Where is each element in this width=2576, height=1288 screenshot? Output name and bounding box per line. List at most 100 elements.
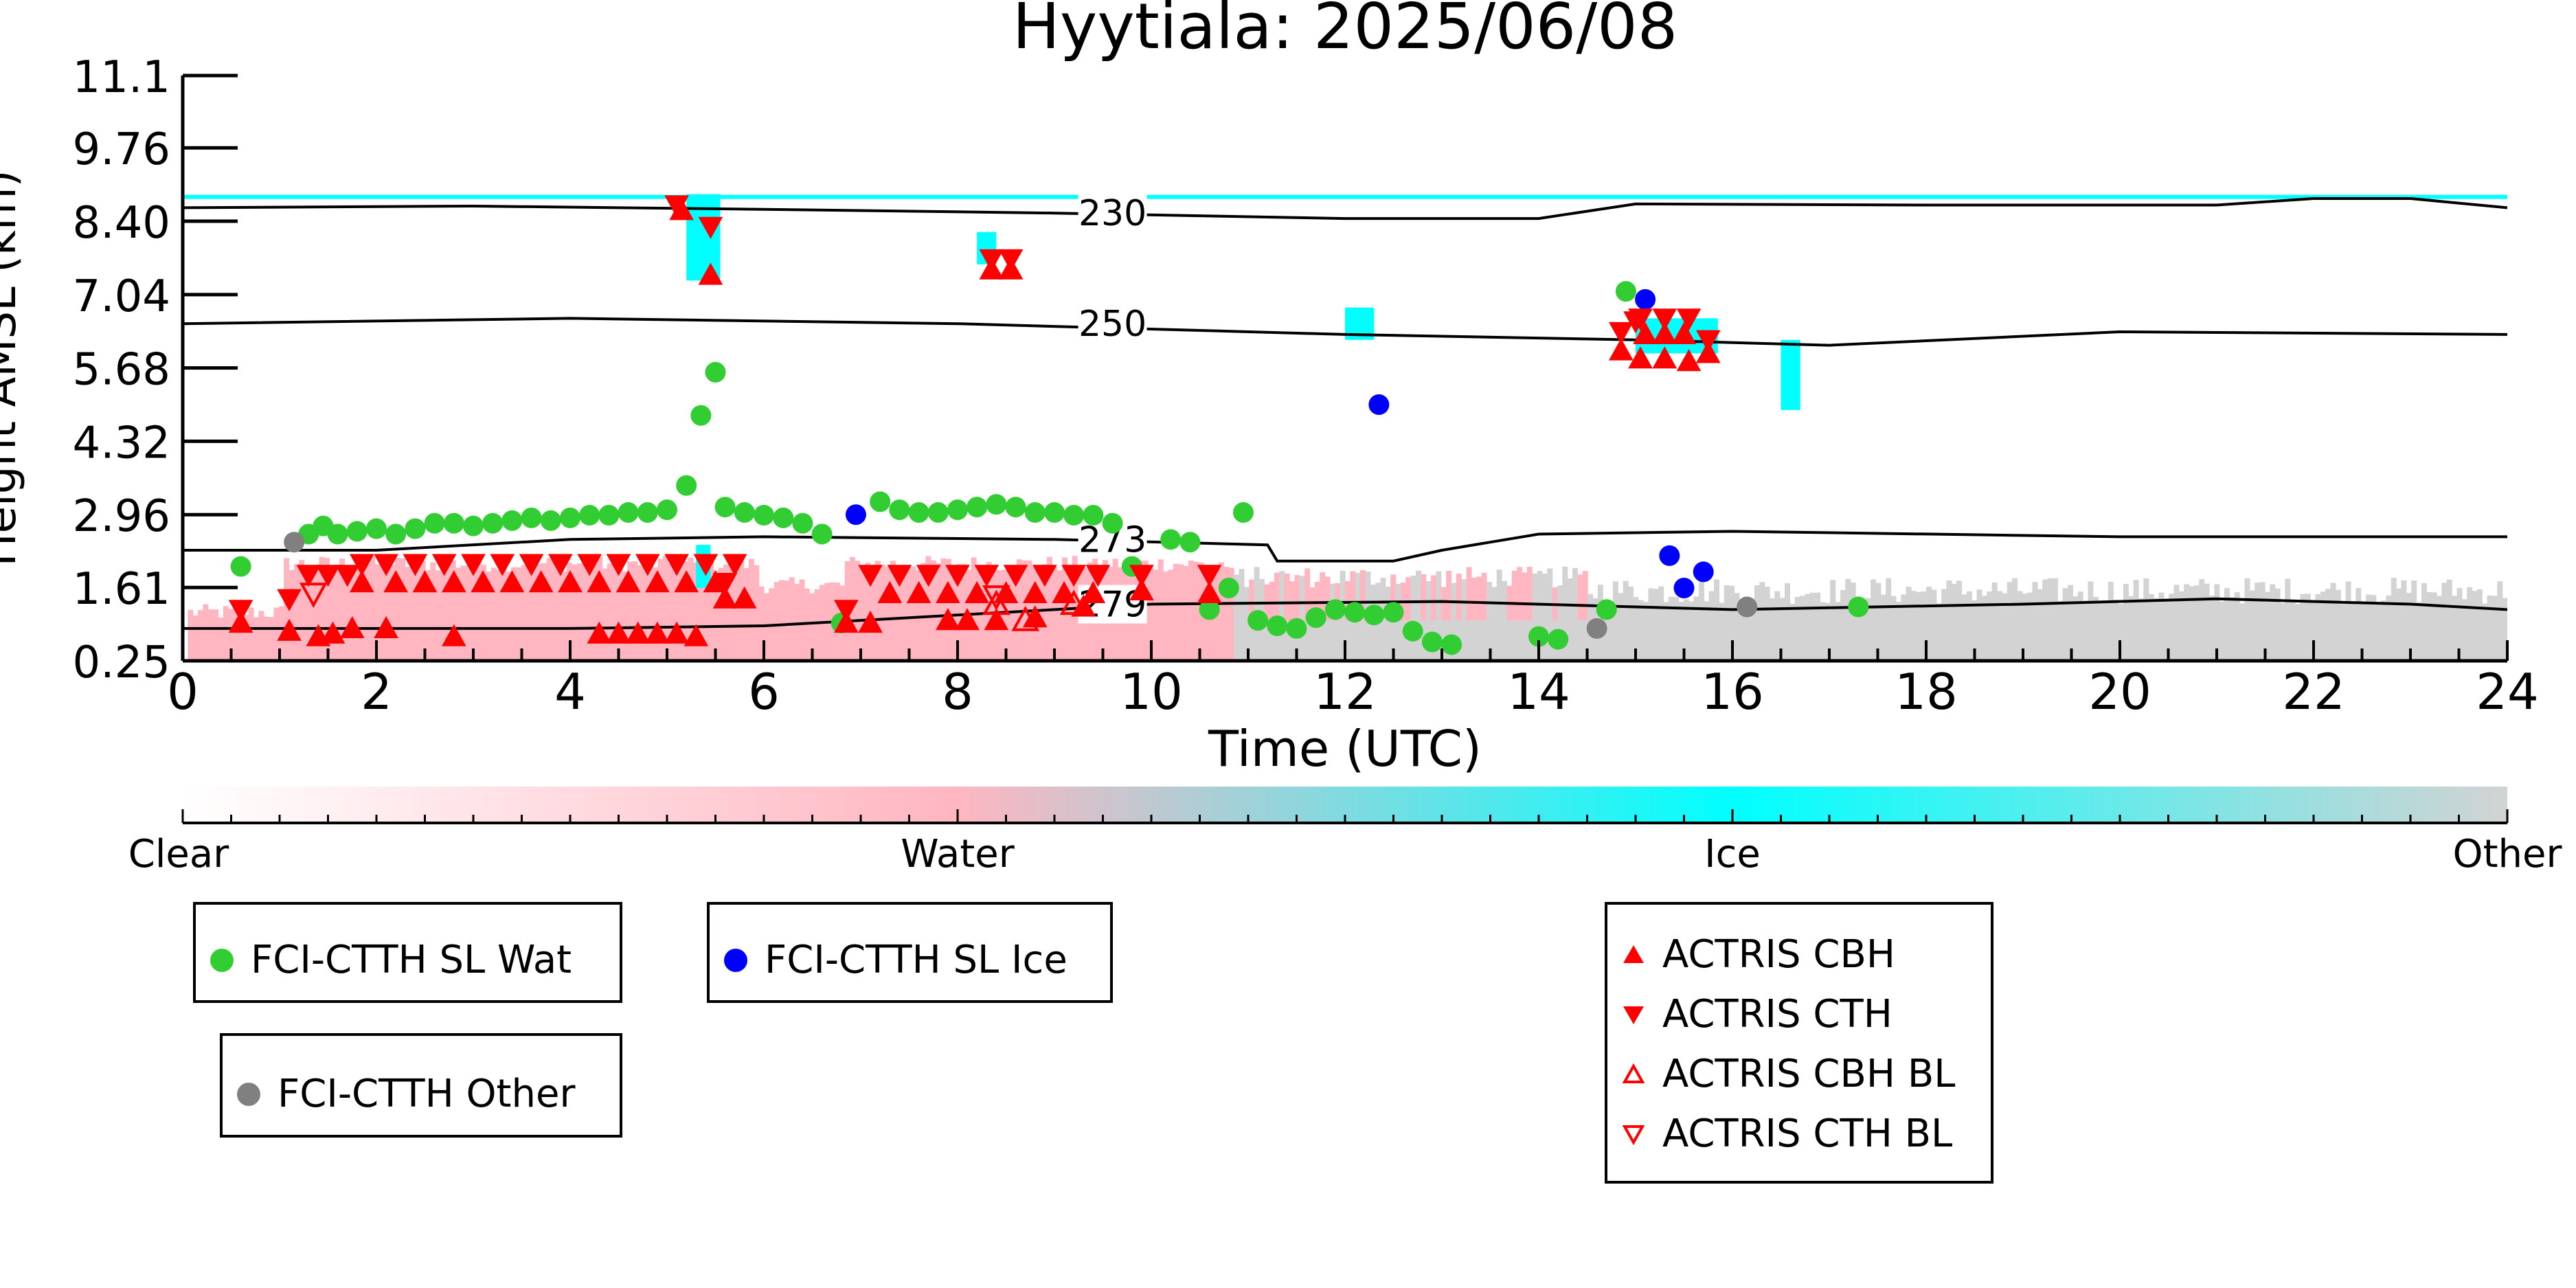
cloud-mask-column — [1562, 566, 1568, 661]
red-open-triangle-up-marker-icon — [1622, 1063, 1645, 1083]
point-actris-cbh — [320, 621, 346, 644]
point-actris-cbh — [441, 624, 466, 646]
point-fci-ctth-sl-wat — [1548, 629, 1569, 650]
cloud-mask-column — [1168, 569, 1174, 661]
point-actris-cbh — [683, 624, 709, 646]
cloud-mask-column — [445, 565, 451, 661]
cloud-mask-column — [1219, 562, 1225, 661]
colorbar-label-water: Water — [901, 832, 1015, 877]
point-actris-cbh — [587, 570, 612, 593]
cloud-mask-column — [1471, 578, 1477, 661]
point-fci-ctth-sl-wat — [1005, 497, 1026, 518]
cloud-mask-column — [1466, 567, 1472, 661]
point-fci-ctth-sl-wat — [657, 499, 677, 521]
point-actris-cth — [350, 554, 374, 576]
cloud-mask-column — [814, 589, 820, 661]
cloud-mask-column — [602, 568, 608, 661]
cloud-mask-column — [880, 565, 886, 661]
cloud-mask-column — [905, 567, 911, 661]
point-fci-ctth-sl-ice — [1635, 289, 1656, 310]
point-actris-cbh — [936, 608, 960, 631]
cloud-mask-column — [228, 609, 234, 661]
cloud-mask-column — [657, 558, 664, 661]
point-fci-ctth-sl-wat — [1232, 502, 1254, 523]
point-actris-cth — [974, 565, 999, 587]
point-fci-ctth-sl-wat — [1848, 596, 1869, 618]
cloud-mask-column — [1845, 578, 1851, 661]
cloud-mask-column — [1223, 567, 1230, 661]
cloud-mask-column — [385, 568, 391, 661]
cloud-mask-column — [339, 558, 346, 661]
point-fci-ctth-sl-wat — [482, 512, 504, 534]
cloud-mask-column — [1173, 563, 1179, 661]
cloud-mask-column — [1057, 570, 1063, 661]
point-fci-ctth-sl-ice — [1659, 545, 1680, 566]
y-tick-label: 11.1 — [73, 52, 171, 103]
cloud-mask-column — [506, 572, 512, 661]
legend-label-cth-bl: ACTRIS CTH BL — [1662, 1111, 1953, 1156]
cloud-mask-column — [971, 557, 977, 661]
contour-label-bg — [1078, 304, 1147, 343]
cloud-mask-column — [273, 607, 280, 661]
point-actris-cbh — [1197, 580, 1222, 603]
cloud-mask-column — [2047, 578, 2053, 661]
point-fci-ctth-sl-wat — [1218, 577, 1239, 598]
cloud-mask-column — [1294, 575, 1300, 661]
cloud-mask-column — [2446, 579, 2452, 661]
cloud-mask-column — [1577, 574, 1583, 661]
cloud-mask-column — [1001, 569, 1007, 661]
cloud-mask-column — [415, 558, 421, 661]
cloud-mask-column — [1243, 587, 1250, 661]
cloud-mask-column — [2042, 579, 2048, 661]
cloud-mask-column — [440, 561, 447, 661]
cloud-mask-column — [389, 565, 396, 661]
point-fci-ctth-sl-ice — [1673, 577, 1695, 598]
cloud-mask-column — [1547, 568, 1553, 661]
cloud-mask-column — [622, 572, 629, 661]
point-actris-cth — [858, 565, 883, 587]
cloud-mask-column — [784, 580, 790, 661]
x-tick-label: 14 — [1507, 663, 1570, 721]
cloud-mask-column — [642, 558, 648, 661]
cloud-mask-column — [248, 607, 254, 661]
point-actris-cbh-bl — [982, 589, 1010, 615]
point-actris-cth — [277, 589, 302, 611]
cloud-mask-column — [304, 565, 310, 661]
contour-line-279 — [183, 597, 2507, 630]
point-actris-cbh — [1129, 578, 1154, 601]
point-actris-cth — [1695, 330, 1721, 352]
point-actris-cth — [998, 249, 1024, 272]
y-tick-label: 4.32 — [73, 418, 171, 468]
contour-label-230: 230 — [1078, 193, 1146, 234]
point-fci-ctth-sl-wat — [1324, 599, 1346, 620]
cloud-mask-column — [1541, 574, 1548, 661]
point-fci-ctth-sl-wat — [1199, 599, 1220, 620]
cloud-mask-column — [364, 563, 370, 661]
point-fci-ctth-sl-wat — [1383, 602, 1404, 623]
point-actris-cbh — [906, 580, 931, 603]
point-fci-ctth-sl-wat — [637, 502, 658, 523]
cloud-mask-column — [597, 556, 603, 661]
point-actris-cth — [403, 554, 428, 576]
cloud-mask-column — [708, 556, 714, 661]
point-fci-ctth-sl-wat — [792, 512, 813, 534]
cloud-mask-column — [576, 563, 583, 661]
x-tick-label: 16 — [1701, 663, 1764, 721]
point-actris-cbh — [1628, 346, 1653, 369]
point-actris-cth — [431, 554, 457, 576]
cloud-mask-column — [855, 561, 861, 661]
cloud-mask-column — [1299, 576, 1305, 661]
point-actris-cth — [519, 554, 544, 576]
cloud-mask-column — [1436, 571, 1442, 661]
cloud-mask-column — [668, 563, 674, 661]
cloud-mask-column — [496, 569, 502, 661]
point-actris-cth — [1003, 565, 1028, 587]
cloud-mask-column — [238, 608, 244, 661]
point-fci-ctth-sl-wat — [1083, 504, 1104, 526]
cloud-mask-column — [1410, 576, 1416, 661]
point-actris-cth — [606, 554, 631, 576]
point-actris-cth — [228, 600, 253, 622]
point-fci-ctth-sl-wat — [947, 499, 968, 521]
point-fci-ctth-sl-wat — [870, 491, 891, 512]
y-tick-label: 7.04 — [73, 271, 171, 322]
